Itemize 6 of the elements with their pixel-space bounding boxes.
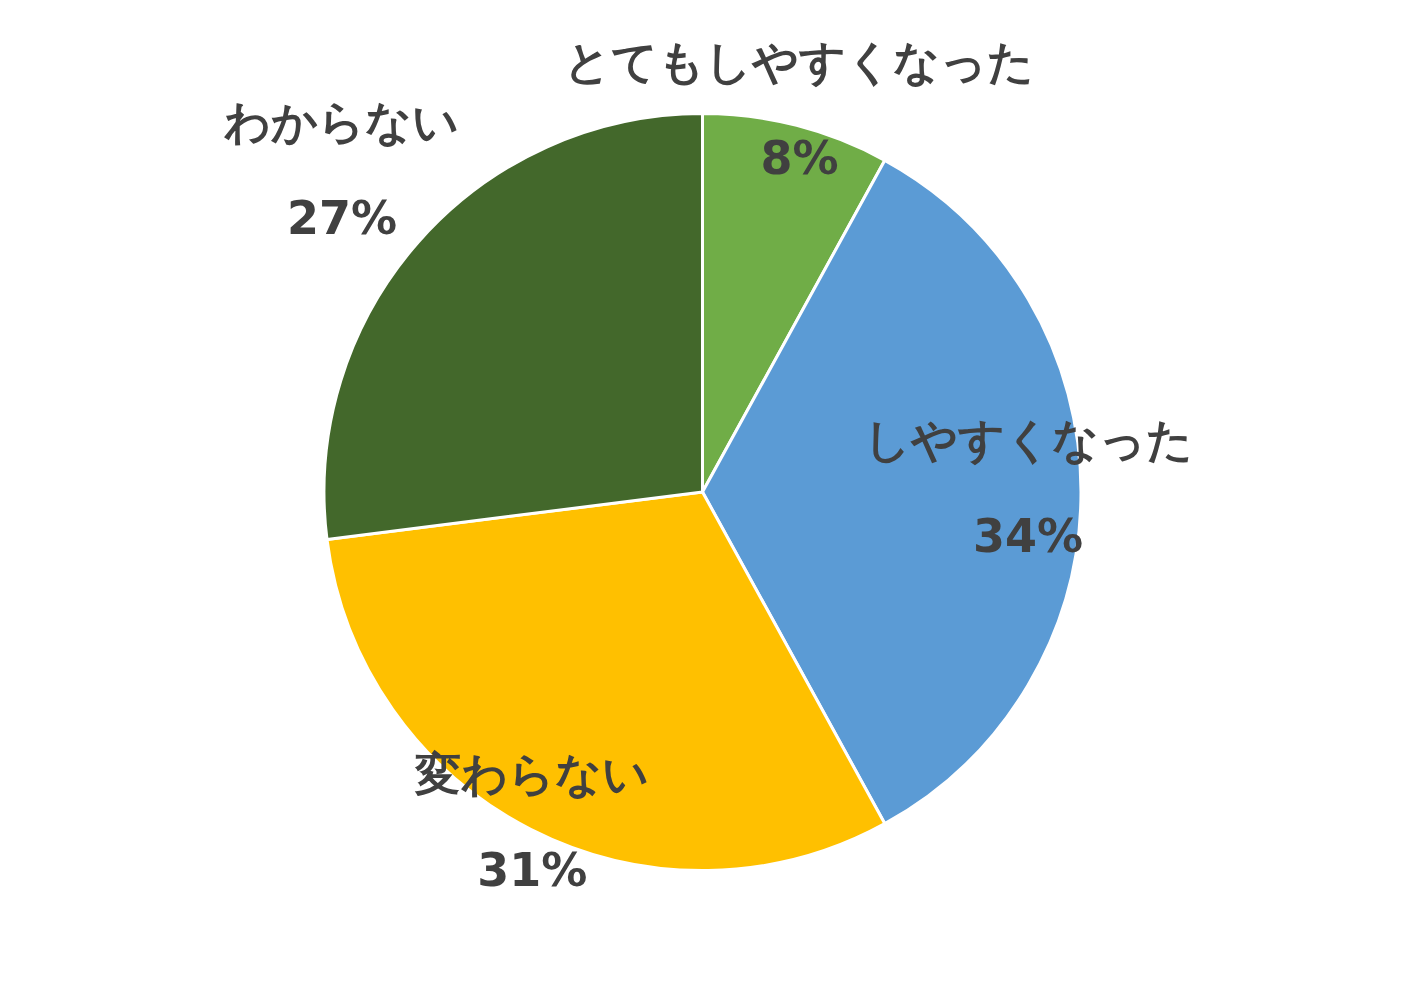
data-label: 8% bbox=[760, 131, 839, 186]
slice-label: 変わらない bbox=[414, 746, 650, 801]
slice-label: とてもしやすくなった bbox=[564, 35, 1035, 90]
data-label: 31% bbox=[477, 842, 588, 897]
slice-label: わからない bbox=[224, 95, 460, 150]
data-label: 27% bbox=[286, 191, 397, 246]
